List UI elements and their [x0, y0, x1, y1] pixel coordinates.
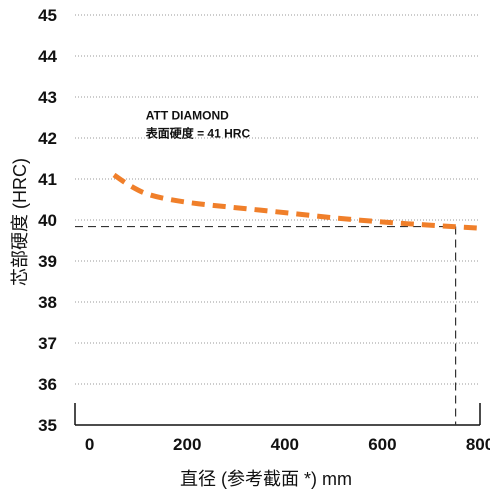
reference-lines	[75, 225, 457, 425]
y-tick-44: 44	[38, 47, 57, 66]
x-tick-200: 200	[173, 435, 201, 454]
annotation-surface-hardness: 表面硬度 = 41 HRC	[145, 126, 251, 141]
y-tick-38: 38	[38, 293, 57, 312]
y-tick-labels: 35 36 37 38 39 40 41 42 43 44 45	[38, 6, 57, 435]
series-line-0	[112, 172, 481, 231]
y-tick-35: 35	[38, 416, 57, 435]
grid-lines	[75, 14, 480, 385]
y-tick-36: 36	[38, 375, 57, 394]
x-tick-600: 600	[368, 435, 396, 454]
y-tick-45: 45	[38, 6, 57, 25]
y-tick-40: 40	[38, 211, 57, 230]
y-tick-42: 42	[38, 129, 57, 148]
y-tick-41: 41	[38, 170, 57, 189]
x-tick-0: 0	[85, 435, 94, 454]
y-tick-43: 43	[38, 88, 57, 107]
y-tick-39: 39	[38, 252, 57, 271]
series-lines	[112, 172, 481, 231]
y-axis-title: 芯部硬度 (HRC)	[10, 158, 30, 286]
x-axis-title: 直径 (参考截面 *) mm	[180, 469, 352, 489]
axes	[74, 403, 481, 426]
x-tick-labels: 0 200 400 600 800	[85, 435, 490, 454]
x-tick-400: 400	[271, 435, 299, 454]
x-tick-800: 800	[466, 435, 490, 454]
annotation-product: ATT DIAMOND	[146, 109, 229, 123]
y-tick-37: 37	[38, 334, 57, 353]
